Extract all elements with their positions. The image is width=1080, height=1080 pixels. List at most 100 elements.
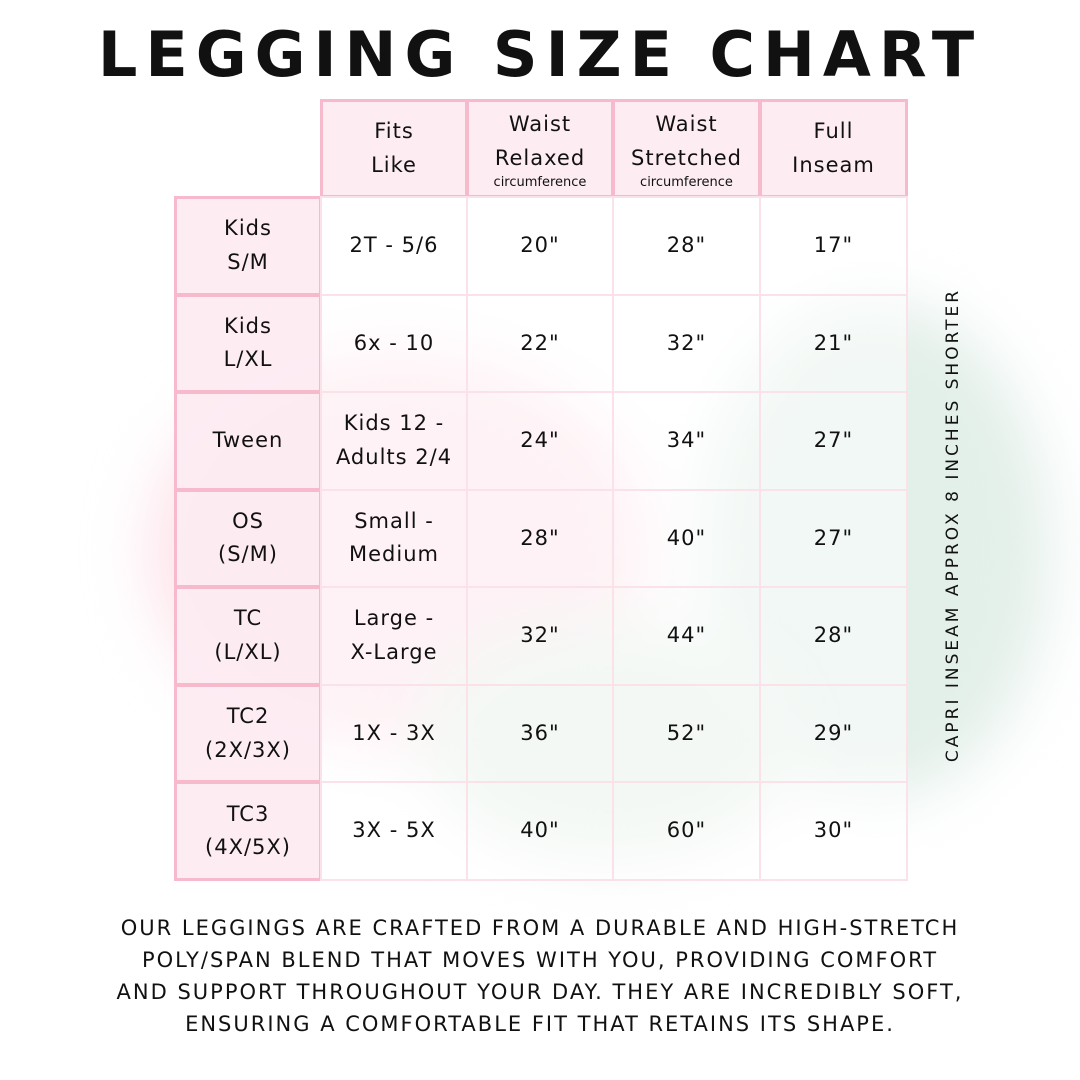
column-header: Fits Like <box>320 99 468 198</box>
cell-waist-stretched: 52" <box>612 683 761 784</box>
cell-waist-stretched: 44" <box>612 586 761 686</box>
description-line: poly/span blend that moves with you, pro… <box>141 948 939 972</box>
cell-full-inseam: 30" <box>759 781 908 881</box>
cell-fits-like-text: Medium <box>349 542 439 567</box>
row-header-size-text: (4X/5X) <box>205 835 291 860</box>
row-header-size-text: TC2 <box>226 704 270 729</box>
cell-waist-relaxed: 32" <box>466 586 614 686</box>
row-header-size-text: S/M <box>227 249 269 274</box>
cell-waist-relaxed: 24" <box>466 391 614 491</box>
capri-note: CAPRI INSEAM APPROX 8 INCHES SHORTER <box>943 287 963 763</box>
column-header-text: Like <box>371 152 417 177</box>
row-header-size-text: Tween <box>212 428 284 453</box>
cell-full-inseam: 27" <box>759 391 908 491</box>
column-header-text: Waist <box>655 112 718 137</box>
cell-full-inseam-text: 27" <box>813 525 854 550</box>
cell-fits-like: Kids 12 - Adults 2/4 <box>320 391 468 491</box>
cell-waist-stretched: 34" <box>612 391 761 491</box>
cell-full-inseam: 27" <box>759 488 908 589</box>
column-header-text: Relaxed <box>494 146 586 170</box>
cell-waist-stretched: 40" <box>612 488 761 589</box>
row-header-size: Tween <box>174 391 322 491</box>
cell-waist-stretched-text: 52" <box>666 720 707 745</box>
column-header-text: Fits <box>374 118 414 143</box>
cell-waist-stretched-text: 32" <box>666 330 707 355</box>
cell-full-inseam-text: 21" <box>813 330 854 355</box>
description-line: Our leggings are crafted from a durable … <box>120 916 960 940</box>
column-header: Full Inseam <box>759 99 908 198</box>
column-header-text: circumference <box>493 174 587 190</box>
row-header-size: Kids S/M <box>174 196 322 296</box>
cell-fits-like-text: Small - <box>354 508 434 533</box>
column-header-text: Stretched <box>631 146 742 170</box>
row-header-size: OS (S/M) <box>174 488 322 589</box>
page-title: LEGGING SIZE CHART <box>97 18 983 91</box>
cell-fits-like-text: 6x - 10 <box>353 330 435 355</box>
cell-fits-like-text: Large - <box>353 606 435 631</box>
cell-waist-relaxed: 28" <box>466 488 614 589</box>
cell-full-inseam: 21" <box>759 293 908 394</box>
row-header-size: TC (L/XL) <box>174 586 322 686</box>
cell-waist-relaxed: 36" <box>466 683 614 784</box>
cell-fits-like: 2T - 5/6 <box>320 196 468 296</box>
cell-fits-like-text: Kids 12 - <box>343 411 445 436</box>
column-header-text: Inseam <box>792 152 875 177</box>
description-line: ensuring a comfortable fit that retains … <box>185 1012 895 1036</box>
cell-waist-stretched: 32" <box>612 293 761 394</box>
cell-waist-relaxed-text: 32" <box>520 623 560 648</box>
column-header-text: Waist <box>508 112 572 137</box>
column-header: Waist Relaxed circumference <box>466 99 614 198</box>
column-header: Waist Stretched circumference <box>612 99 761 198</box>
cell-fits-like-text: 2T - 5/6 <box>349 232 439 257</box>
cell-full-inseam: 29" <box>759 683 908 784</box>
cell-waist-stretched-text: 28" <box>666 232 707 257</box>
cell-full-inseam-text: 17" <box>813 232 854 257</box>
cell-fits-like-text: 3X - 5X <box>352 818 436 843</box>
cell-fits-like-text: Adults 2/4 <box>335 444 453 469</box>
description-line: and support throughout your day. They ar… <box>116 980 964 1004</box>
cell-fits-like: Large - X-Large <box>320 586 468 686</box>
cell-fits-like: 6x - 10 <box>320 293 468 394</box>
cell-fits-like: 1X - 3X <box>320 683 468 784</box>
cell-full-inseam-text: 29" <box>813 720 854 745</box>
cell-full-inseam-text: 28" <box>813 623 854 648</box>
cell-waist-stretched-text: 44" <box>666 623 707 648</box>
cell-full-inseam: 28" <box>759 586 908 686</box>
row-header-size-text: TC3 <box>226 801 270 826</box>
cell-waist-relaxed-text: 28" <box>520 525 560 550</box>
cell-waist-stretched: 60" <box>612 781 761 881</box>
row-header-size-text: (L/XL) <box>214 640 282 665</box>
cell-fits-like: 3X - 5X <box>320 781 468 881</box>
cell-waist-stretched-text: 60" <box>666 818 707 843</box>
row-header-size: TC3 (4X/5X) <box>174 781 322 881</box>
cell-full-inseam-text: 27" <box>813 428 854 453</box>
cell-waist-relaxed-text: 22" <box>520 330 560 355</box>
cell-waist-relaxed-text: 24" <box>520 428 560 453</box>
row-header-size: TC2 (2X/3X) <box>174 683 322 784</box>
cell-full-inseam: 17" <box>759 196 908 296</box>
row-header-size-text: Kids <box>224 216 272 241</box>
cell-waist-relaxed: 40" <box>466 781 614 881</box>
cell-waist-relaxed-text: 20" <box>520 232 560 257</box>
cell-waist-stretched-text: 34" <box>666 428 707 453</box>
row-header-size-text: (2X/3X) <box>205 737 291 762</box>
row-header-size-text: Kids <box>224 313 272 338</box>
row-header-size-text: OS <box>232 508 264 533</box>
cell-waist-relaxed: 20" <box>466 196 614 296</box>
cell-waist-stretched: 28" <box>612 196 761 296</box>
cell-fits-like: Small - Medium <box>320 488 468 589</box>
cell-waist-relaxed-text: 40" <box>520 818 560 843</box>
column-header-text: Full <box>813 118 854 143</box>
row-header-size-text: TC <box>233 606 263 631</box>
column-header-text: circumference <box>640 174 733 190</box>
cell-fits-like-text: 1X - 3X <box>352 720 436 745</box>
row-header-size: Kids L/XL <box>174 293 322 394</box>
cell-waist-stretched-text: 40" <box>666 525 707 550</box>
cell-waist-relaxed-text: 36" <box>520 720 560 745</box>
description: Our leggings are crafted from a durable … <box>40 912 1040 1040</box>
row-header-size-text: (S/M) <box>218 542 278 567</box>
cell-full-inseam-text: 30" <box>813 818 854 843</box>
row-header-size-text: L/XL <box>223 347 273 372</box>
cell-waist-relaxed: 22" <box>466 293 614 394</box>
cell-fits-like-text: X-Large <box>350 640 438 665</box>
